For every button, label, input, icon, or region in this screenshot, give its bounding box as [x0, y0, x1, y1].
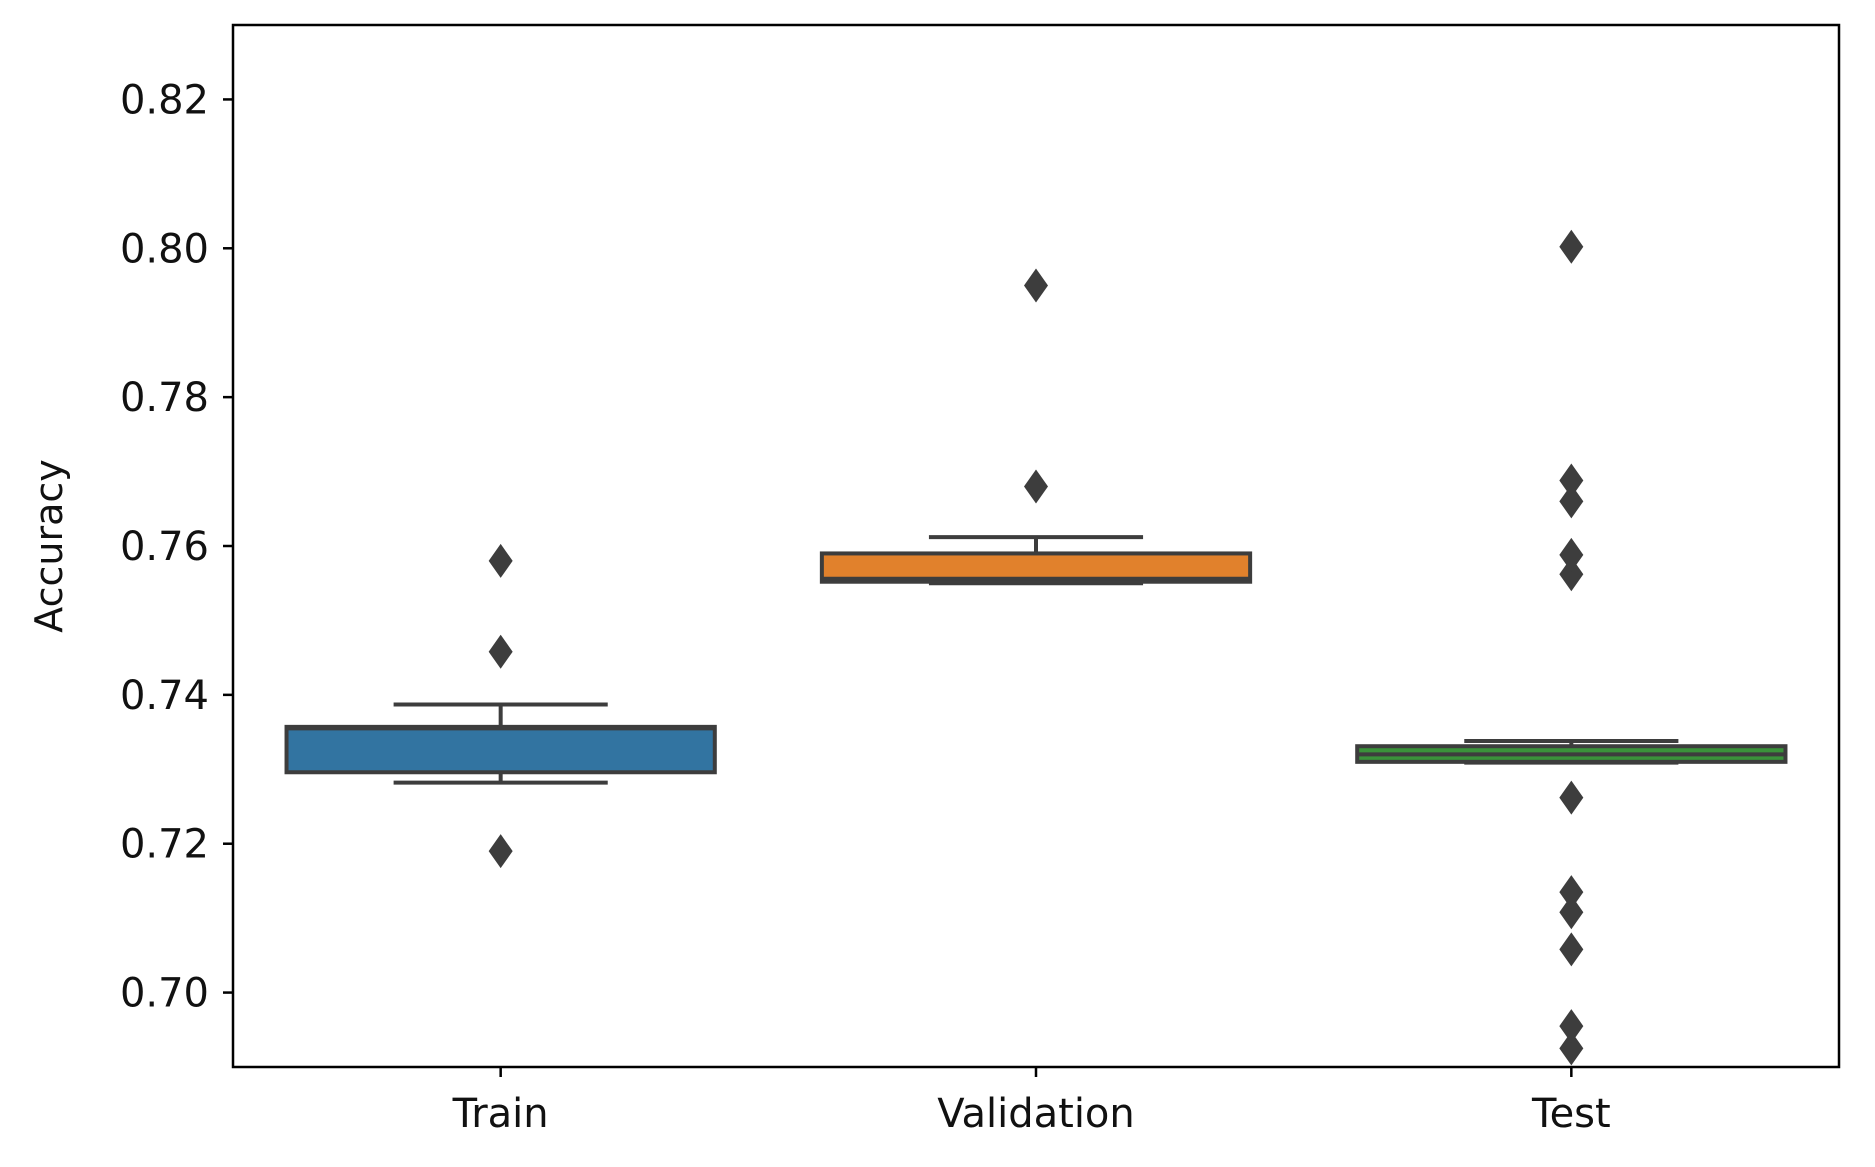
y-tick-label: 0.72 [120, 822, 209, 868]
y-tick-label: 0.82 [120, 77, 209, 123]
outlier-point [1559, 895, 1584, 930]
y-tick-label: 0.80 [120, 226, 209, 272]
outlier-point [1559, 484, 1584, 519]
outlier-point [1559, 932, 1584, 967]
outlier-point [1559, 780, 1584, 815]
y-tick-label: 0.78 [120, 375, 209, 421]
outlier-point [488, 543, 513, 578]
x-axis: Train Validation Test [452, 1067, 1611, 1137]
box-validation [819, 535, 1253, 586]
outlier-point [1559, 537, 1584, 572]
outlier-point [1559, 875, 1584, 910]
outliers-layer [488, 229, 1584, 1066]
outlier-point [1024, 469, 1048, 504]
outlier-point [1024, 268, 1048, 303]
x-tick-label: Test [1531, 1091, 1611, 1137]
outlier-point [1559, 1009, 1584, 1044]
y-tick-label: 0.76 [120, 524, 209, 570]
outlier-point [488, 634, 513, 669]
outlier-point [1559, 229, 1584, 264]
outlier-point [1559, 463, 1584, 498]
y-axis-title: Accuracy [27, 459, 71, 633]
outlier-point [488, 834, 513, 869]
y-tick-label: 0.70 [120, 971, 209, 1017]
box-test [1355, 739, 1788, 765]
x-tick-label: Validation [937, 1091, 1135, 1137]
y-axis: 0.70 0.72 0.74 0.76 0.78 0.80 0.82 [120, 77, 233, 1017]
x-tick-label: Train [452, 1091, 549, 1137]
outlier-point [1559, 557, 1584, 592]
boxes-layer [284, 535, 1788, 785]
outlier-point [1559, 1031, 1584, 1066]
y-tick-label: 0.74 [120, 673, 209, 719]
box-train [284, 702, 717, 785]
iqr-box [284, 724, 717, 775]
